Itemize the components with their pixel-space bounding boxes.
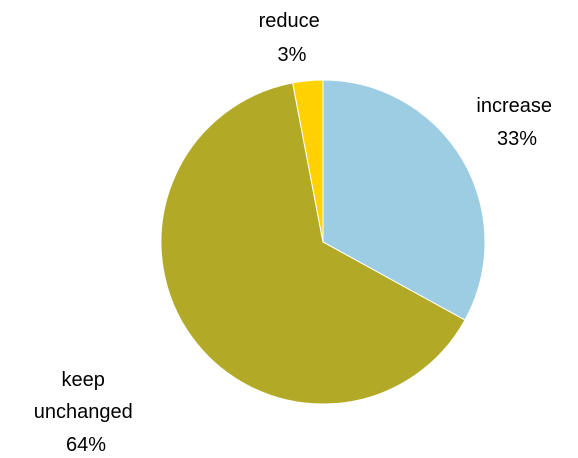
- label-keep-unchanged-line-2: unchanged: [34, 401, 133, 423]
- label-reduce: reduce 3%: [259, 10, 326, 66]
- label-keep-unchanged: keep unchanged 64%: [34, 369, 139, 456]
- label-reduce-name: reduce: [259, 10, 320, 32]
- pie-slices: [160, 79, 486, 405]
- pie-slice-increase: [322, 79, 486, 321]
- pie-slice-keep-unchanged: [160, 82, 466, 405]
- pie-slice-reduce: [292, 79, 324, 243]
- label-keep-unchanged-line-1: keep: [62, 369, 105, 391]
- label-keep-unchanged-percent: 64%: [66, 434, 106, 456]
- label-increase: increase 33%: [476, 95, 557, 150]
- label-increase-name: increase: [476, 95, 552, 117]
- label-increase-percent: 33%: [497, 128, 537, 150]
- label-reduce-percent: 3%: [278, 44, 307, 66]
